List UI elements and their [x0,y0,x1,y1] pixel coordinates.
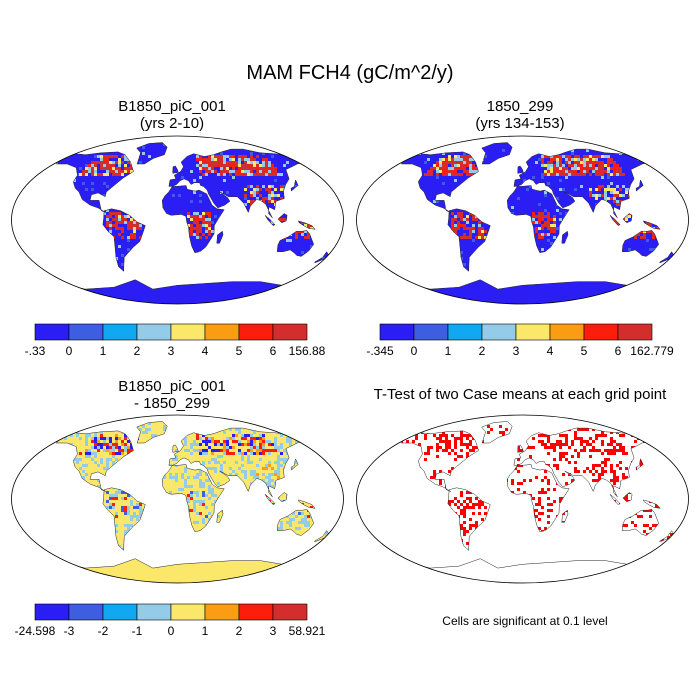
colorbar-swatch [34,323,70,341]
colorbar-tick-label: -1 [132,624,143,638]
colorbar-tick-label: -2 [98,624,109,638]
colorbar-tick-label: 2 [134,344,141,358]
colorbar-swatch [238,323,274,341]
colorbar-tick-label: 6 [615,344,622,358]
panel-title-case1: B1850_piC_001 (yrs 2-10) [57,98,287,132]
panel-title-case2-line2: (yrs 134-153) [475,115,565,132]
colorbar-tick-label: 0 [168,624,175,638]
panel-title-case1-line2: (yrs 2-10) [139,115,205,132]
colorbar-swatch [413,323,449,341]
colorbar-swatch [617,323,653,341]
colorbar-swatch [68,323,104,341]
colorbar-tick-label: 5 [236,344,243,358]
panel-title-diff: B1850_piC_001 - 1850_299 [57,378,287,412]
colorbar-diff: -24.598 -3 -2 -1 0 1 2 3 58.921 [15,603,326,638]
colorbar-tick-label: 5 [581,344,588,358]
panel-title-ttest-line1: T-Test of two Case means at each grid po… [373,386,667,403]
colorbar-tick-label: 162.779 [630,344,674,358]
colorbar-swatch [102,603,138,621]
colorbar-swatch [447,323,483,341]
colorbar-tick-label: -24.598 [15,624,56,638]
colorbar-tick-label: -3 [64,624,75,638]
colorbar-swatch [272,323,308,341]
colorbar-tick-label: -.33 [25,344,46,358]
colorbar-swatch [204,323,240,341]
colorbar-swatch [549,323,585,341]
colorbar-tick-label: 2 [236,624,243,638]
colorbar-swatch [272,603,308,621]
colorbar-tick-label: 156.88 [289,344,326,358]
colorbar-tick-label: 0 [411,344,418,358]
panel-title-case2: 1850_299 (yrs 134-153) [405,98,635,132]
colorbar-tick-label: 3 [270,624,277,638]
colorbar-tick-label: 4 [547,344,554,358]
significance-note: Cells are significant at 0.1 level [442,614,608,628]
colorbar-tick-label: 1 [445,344,452,358]
colorbar-tick-label: -.345 [366,344,394,358]
colorbar-swatch [515,323,551,341]
colorbar-tick-label: 6 [270,344,277,358]
colorbar-case1: -.33 0 1 2 3 4 5 6 156.88 [25,323,326,358]
map-ttest [356,414,689,584]
colorbar-swatch [170,603,206,621]
colorbar-tick-label: 2 [479,344,486,358]
colorbar-tick-label: 1 [202,624,209,638]
colorbar-swatch [34,603,70,621]
colorbar-tick-label: 58.921 [289,624,326,638]
colorbar-swatch [170,323,206,341]
map-diff [11,414,344,584]
colorbar-swatch [583,323,619,341]
colorbar-swatch [102,323,138,341]
panel-title-diff-line1: B1850_piC_001 [118,378,226,395]
map-case1 [11,135,344,305]
colorbar-swatch [136,323,172,341]
panel-title-diff-line2: - 1850_299 [134,395,210,412]
colorbar-tick-label: 3 [168,344,175,358]
colorbar-swatch [136,603,172,621]
colorbar-tick-label: 1 [100,344,107,358]
panel-title-case1-line1: B1850_piC_001 [118,98,226,115]
colorbar-tick-label: 0 [66,344,73,358]
panel-title-ttest: T-Test of two Case means at each grid po… [350,386,690,403]
figure-title: MAM FCH4 (gC/m^2/y) [246,62,454,84]
colorbar-swatch [379,323,415,341]
colorbar-swatch [481,323,517,341]
colorbar-swatch [238,603,274,621]
map-case2 [356,135,689,305]
colorbar-swatch [204,603,240,621]
colorbar-case2: -.345 0 1 2 3 4 5 6 162.779 [366,323,674,358]
colorbar-tick-label: 4 [202,344,209,358]
panel-title-case2-line1: 1850_299 [486,98,554,115]
colorbar-tick-label: 3 [513,344,520,358]
colorbar-swatch [68,603,104,621]
